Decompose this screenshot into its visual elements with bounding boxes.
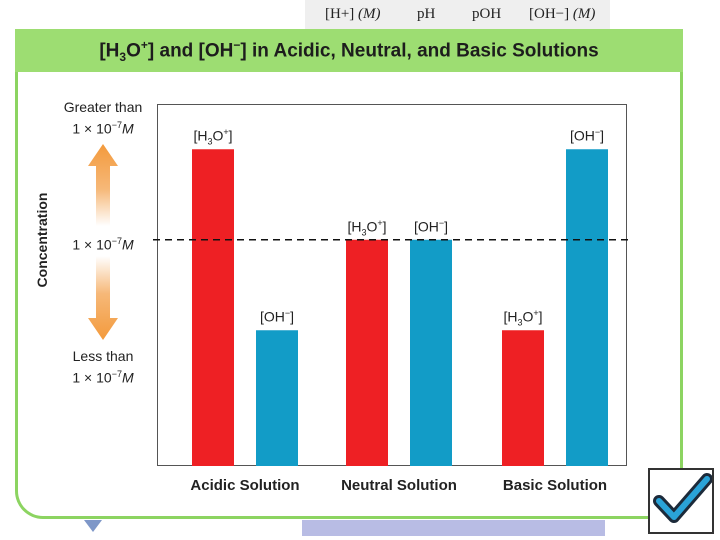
checkbox-check-icon xyxy=(653,473,713,523)
table-header-strip: [H+] (M) pH pOH [OH−] (M) xyxy=(305,0,610,30)
h3o-bar-acidic xyxy=(192,149,234,466)
category-label-basic: Basic Solution xyxy=(502,477,608,494)
y-tick-less-than: Less than 1 × 10−7M xyxy=(72,348,134,386)
background-strip xyxy=(302,520,605,536)
h3o-label-neutral: [H3O+] xyxy=(347,217,387,238)
header-oh: [OH−] (M) xyxy=(529,6,596,22)
pointer-triangle xyxy=(84,520,102,532)
oh-bar-neutral xyxy=(410,239,452,466)
title-band: [H3O+] and [OH−] in Acidic, Neutral, and… xyxy=(15,29,683,72)
down-arrow-icon xyxy=(88,256,118,340)
header-poh: pOH xyxy=(472,6,502,22)
header-h-plus: [H+] (M) xyxy=(325,6,381,22)
checkbox-icon[interactable] xyxy=(648,468,714,534)
h3o-label-basic: [H3O+] xyxy=(503,308,543,328)
y-axis-title: Concentration xyxy=(34,192,50,288)
category-label-neutral: Neutral Solution xyxy=(341,477,457,494)
y-tick-greater-than: Greater than 1 × 10−7M xyxy=(63,99,143,137)
oh-bar-acidic xyxy=(256,330,298,466)
y-tick-neutral: 1 × 10−7M xyxy=(72,236,134,253)
chart-title: [H3O+] and [OH−] in Acidic, Neutral, and… xyxy=(99,38,599,65)
bar-layer xyxy=(153,149,629,466)
category-label-acidic: Acidic Solution xyxy=(190,477,300,494)
oh-label-acidic: [OH−] xyxy=(259,308,295,325)
oh-label-basic: [OH−] xyxy=(569,127,605,144)
h3o-bar-basic xyxy=(502,330,544,466)
up-arrow-icon xyxy=(88,144,118,226)
h3o-label-acidic: [H3O+] xyxy=(193,127,233,147)
plot-area xyxy=(157,104,627,466)
oh-label-neutral: [OH−] xyxy=(413,217,449,235)
h3o-bar-neutral xyxy=(346,239,388,466)
oh-bar-basic xyxy=(566,149,608,466)
header-ph: pH xyxy=(417,6,436,22)
